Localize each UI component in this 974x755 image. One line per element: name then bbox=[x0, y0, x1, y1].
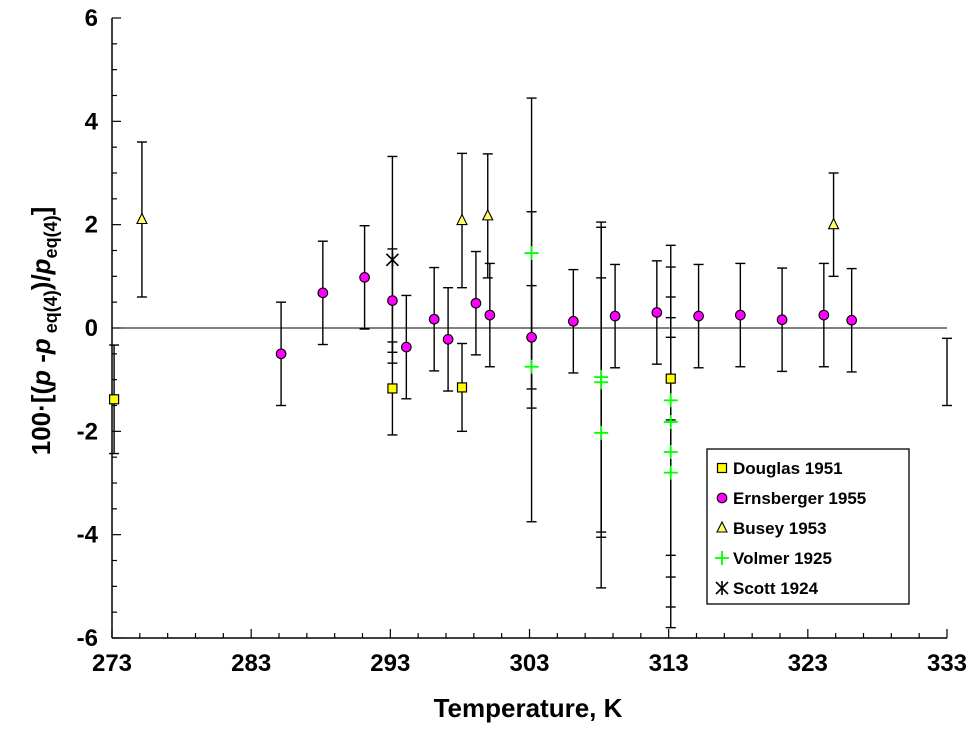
volmer-1925-point bbox=[524, 359, 539, 374]
y-title-p2: p bbox=[26, 338, 56, 355]
ernsberger-1955-point bbox=[567, 315, 579, 327]
scott-1924-point bbox=[385, 252, 399, 267]
y-title-sub3: eq(4) bbox=[41, 215, 61, 258]
y-axis: -6 -4 -2 0 2 4 6 bbox=[77, 5, 121, 652]
y-title-sub2: eq(4) bbox=[41, 290, 61, 338]
legend-label-volmer-1925: Volmer 1925 bbox=[733, 549, 832, 568]
x-tick-label: 283 bbox=[231, 650, 271, 677]
y-title-dash: - bbox=[26, 354, 56, 370]
x-tick-label: 273 bbox=[92, 650, 132, 677]
y-tick-label: 4 bbox=[85, 108, 99, 135]
data-marks bbox=[108, 97, 952, 629]
legend-marker-ernsberger-1955 bbox=[716, 492, 728, 504]
ernsberger-1955-point bbox=[400, 341, 412, 353]
legend-marker-busey-1953 bbox=[716, 520, 728, 533]
ernsberger-1955-point bbox=[317, 287, 329, 299]
douglas-1951-point bbox=[665, 373, 676, 384]
x-tick-label: 313 bbox=[649, 650, 689, 677]
legend-marker-douglas-1951 bbox=[716, 462, 728, 474]
ernsberger-1955-point bbox=[428, 313, 440, 325]
ernsberger-1955-point bbox=[609, 310, 621, 322]
y-tick-label: -4 bbox=[77, 522, 99, 549]
douglas-1951-point bbox=[108, 394, 120, 405]
ernsberger-1955-point bbox=[275, 348, 287, 360]
busey-1953-point bbox=[481, 208, 494, 221]
y-title-suffix: ] bbox=[26, 207, 56, 216]
douglas-1951-point bbox=[456, 382, 468, 393]
legend-box bbox=[706, 448, 910, 605]
volmer-1925-point bbox=[524, 246, 539, 261]
x-tick-label: 293 bbox=[370, 650, 410, 677]
y-title-prefix: 100·[( bbox=[26, 386, 56, 456]
ernsberger-1955-point bbox=[776, 314, 788, 326]
volmer-1925-point bbox=[594, 375, 609, 390]
y-title-p1: p bbox=[26, 370, 56, 387]
ernsberger-1955-point bbox=[734, 309, 746, 321]
legend-label-busey-1953: Busey 1953 bbox=[733, 519, 827, 538]
error-bar bbox=[942, 337, 952, 407]
volmer-1925-point bbox=[663, 465, 678, 480]
busey-1953-point bbox=[827, 217, 840, 230]
ernsberger-1955-point bbox=[818, 309, 830, 321]
x-tick-label: 333 bbox=[927, 650, 967, 677]
y-title-mid: )/ bbox=[26, 274, 56, 290]
ernsberger-1955-point bbox=[651, 307, 663, 318]
douglas-1951-point bbox=[387, 383, 398, 394]
ernsberger-1955-point bbox=[693, 310, 704, 322]
ernsberger-1955-point bbox=[526, 331, 537, 343]
volmer-1925-point bbox=[663, 445, 678, 459]
y-tick-label: -2 bbox=[77, 418, 98, 445]
x-axis: 273 283 293 303 313 323 333 bbox=[92, 629, 967, 677]
x-axis-title: Temperature, K bbox=[434, 693, 623, 723]
y-tick-label: 2 bbox=[85, 212, 98, 239]
legend-marker-scott-1924 bbox=[715, 581, 729, 595]
ernsberger-1955-point bbox=[846, 314, 858, 326]
busey-1953-point bbox=[456, 213, 468, 226]
legend-label-scott-1924: Scott 1924 bbox=[733, 579, 819, 598]
volmer-1925-point bbox=[663, 393, 678, 408]
ernsberger-1955-point bbox=[442, 334, 454, 345]
ernsberger-1955-point bbox=[359, 272, 370, 283]
volmer-1925-point bbox=[663, 415, 678, 430]
legend: Douglas 1951 Ernsberger 1955 Busey 1953 Vol… bbox=[706, 448, 910, 605]
ernsberger-1955-point bbox=[387, 295, 398, 306]
y-title-p3: p bbox=[26, 258, 56, 275]
ernsberger-1955-point bbox=[484, 309, 496, 321]
legend-marker-volmer-1925 bbox=[715, 551, 729, 565]
y-tick-label: 0 bbox=[85, 315, 98, 342]
legend-label-ernsberger-1955: Ernsberger 1955 bbox=[733, 489, 866, 508]
volmer-1925-point bbox=[594, 425, 609, 440]
y-tick-label: 6 bbox=[85, 5, 98, 32]
busey-1953-point bbox=[136, 212, 148, 225]
x-tick-label: 303 bbox=[509, 650, 549, 677]
ernsberger-1955-point bbox=[470, 297, 482, 309]
y-tick-label: -6 bbox=[77, 625, 98, 652]
y-axis-title: 100·[(p -p eq(4))/peq(4)] bbox=[26, 207, 61, 456]
legend-label-douglas-1951: Douglas 1951 bbox=[733, 459, 843, 478]
x-tick-label: 323 bbox=[788, 650, 828, 677]
